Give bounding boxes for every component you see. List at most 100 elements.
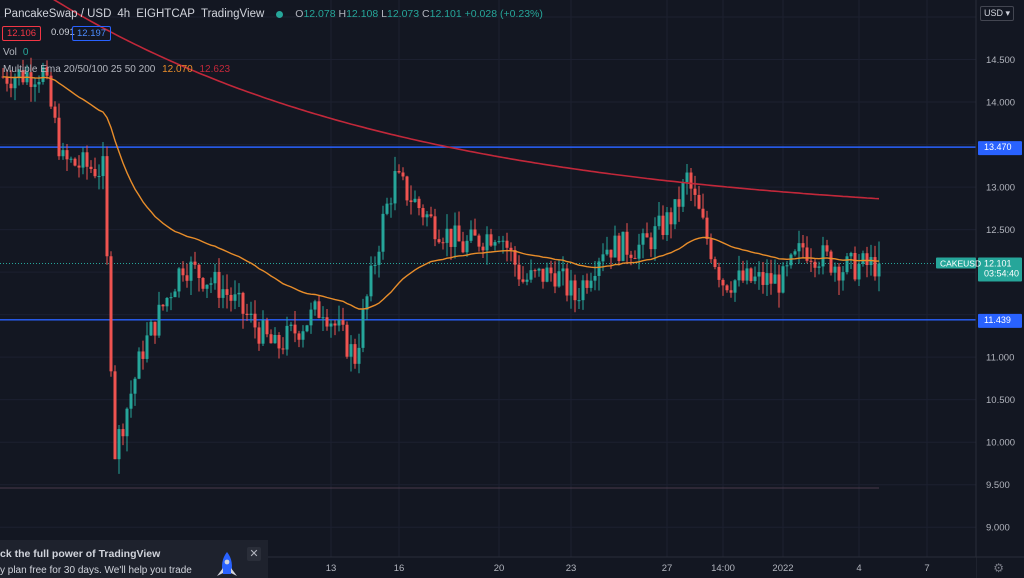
candle-body xyxy=(9,83,13,89)
candle xyxy=(637,233,641,270)
candle xyxy=(665,207,669,241)
promo-banner[interactable]: ck the full power of TradingView y plan … xyxy=(0,540,268,578)
candle-body xyxy=(397,171,401,173)
candle xyxy=(541,268,545,289)
sell-button[interactable]: 12.106 xyxy=(2,26,42,41)
candle-body xyxy=(345,324,349,357)
candle xyxy=(553,261,557,294)
candle-body xyxy=(541,268,545,282)
candle-body xyxy=(229,294,233,301)
candle xyxy=(801,234,805,258)
candle xyxy=(677,186,681,222)
candle xyxy=(333,319,337,336)
candle-body xyxy=(249,313,253,315)
candle xyxy=(381,205,385,260)
low-value: 12.073 xyxy=(386,8,420,20)
candle-body xyxy=(645,233,649,238)
candle-body xyxy=(73,158,77,166)
candle-body xyxy=(141,351,145,359)
ema-value-slow: 12.623 xyxy=(199,64,231,75)
candle xyxy=(569,269,573,309)
candle xyxy=(405,175,409,206)
candle xyxy=(349,335,353,372)
candle-body xyxy=(125,408,129,437)
candle xyxy=(841,265,845,291)
candle-body xyxy=(457,225,461,242)
candle xyxy=(733,279,737,302)
price-tick-label: 11.000 xyxy=(986,353,1014,364)
horizontal-lines[interactable] xyxy=(0,146,976,321)
candle xyxy=(169,292,173,311)
symbol-title[interactable]: PancakeSwap / USD xyxy=(4,8,112,20)
candle-body xyxy=(833,266,837,273)
candle-body xyxy=(205,284,209,289)
market-status-icon xyxy=(276,10,284,18)
candle xyxy=(357,333,361,374)
candle xyxy=(573,274,577,313)
volume-legend[interactable]: Vol 0 xyxy=(3,47,28,58)
candle xyxy=(505,232,509,262)
time-tick-label: 23 xyxy=(566,563,577,574)
candle-body xyxy=(61,150,65,157)
candle xyxy=(385,197,389,216)
candle xyxy=(649,232,653,257)
candle xyxy=(701,193,705,220)
candle-body xyxy=(421,208,425,218)
candle xyxy=(205,284,209,298)
price-tick-label: 13.000 xyxy=(986,183,1015,194)
hline-price-label: 13.470 xyxy=(984,142,1012,152)
candle xyxy=(157,291,161,338)
candle-body xyxy=(385,203,389,214)
candle xyxy=(353,338,357,369)
candle-body xyxy=(777,274,781,293)
candle-body xyxy=(301,331,305,340)
buy-button[interactable]: 12.197 xyxy=(72,26,112,41)
candle xyxy=(857,253,861,287)
candle xyxy=(305,324,309,333)
candle xyxy=(489,228,493,247)
candle-body xyxy=(413,198,417,203)
candle-body xyxy=(89,166,93,169)
candle-body xyxy=(473,229,477,236)
candle xyxy=(813,258,817,278)
candle xyxy=(509,242,513,262)
candle xyxy=(669,207,673,239)
candle-body xyxy=(553,273,557,287)
candle-body xyxy=(121,429,125,437)
candle-body xyxy=(781,266,785,293)
candle-body xyxy=(649,237,653,250)
symbol-tag-bg xyxy=(936,257,976,269)
ema-legend[interactable]: Multiple Ema 20/50/100 25 50 200 12.070 … xyxy=(3,64,230,75)
candle xyxy=(429,206,433,218)
candle-body xyxy=(745,268,749,281)
candle xyxy=(697,185,701,210)
candle-body xyxy=(209,283,213,285)
candle xyxy=(461,231,465,254)
candle-body xyxy=(377,251,381,265)
candle-body xyxy=(609,249,613,258)
price-axis[interactable]: 14.500 14.000 13.000 12.500 11.000 10.500 10.0… xyxy=(975,0,1024,578)
currency-button[interactable]: USD ▾ xyxy=(979,6,1014,21)
candle xyxy=(577,287,581,309)
candle xyxy=(853,246,857,282)
candle xyxy=(361,298,365,353)
candle-body xyxy=(261,320,265,344)
candle xyxy=(653,217,657,261)
candle-body xyxy=(293,324,297,334)
candle-body xyxy=(737,270,741,281)
candle-body xyxy=(145,335,149,359)
candle-body xyxy=(741,270,745,281)
interval[interactable]: 4h xyxy=(117,8,131,20)
candle-body xyxy=(417,198,421,209)
candle xyxy=(605,236,609,256)
candle-body xyxy=(405,176,409,201)
candle-body xyxy=(285,325,289,350)
gear-icon[interactable]: ⚙ xyxy=(993,561,1004,575)
candle xyxy=(561,256,565,286)
candle-body xyxy=(253,313,257,328)
candle-body xyxy=(461,241,465,253)
close-icon[interactable]: ✕ xyxy=(247,547,261,561)
candle-body xyxy=(221,289,225,298)
